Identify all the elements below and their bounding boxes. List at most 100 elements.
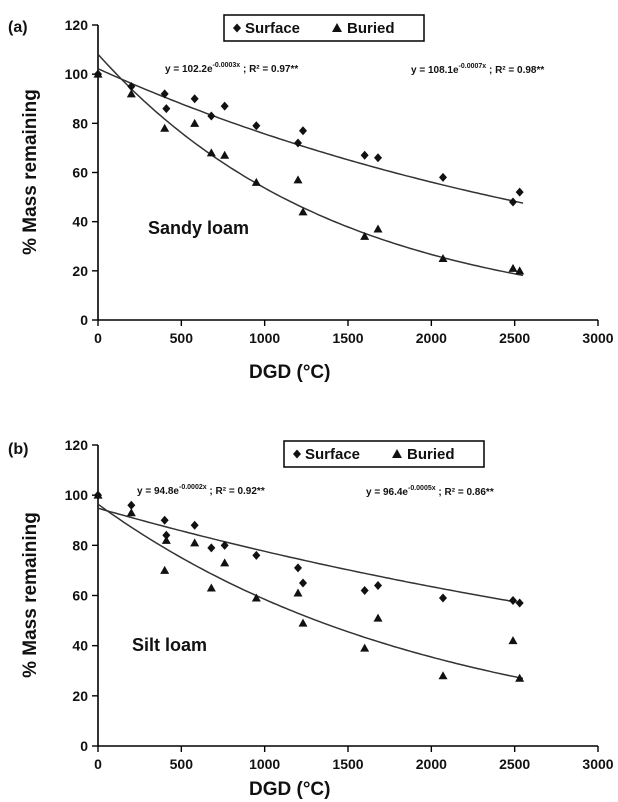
x-tick-label: 1500 [332,330,363,346]
data-point-diamond [294,563,302,573]
data-point-triangle [220,558,230,567]
data-point-diamond [190,520,199,530]
data-point-diamond [509,596,517,606]
y-tick-label: 20 [72,688,88,704]
data-point-triangle [373,613,383,622]
data-point-diamond [162,530,171,540]
y-tick-label: 40 [72,638,88,654]
x-tick-label: 1000 [249,330,280,346]
legend: Surface Buried [223,14,425,42]
data-point-diamond [160,89,169,99]
legend-label-surface: Surface [245,20,300,37]
data-point-diamond [509,197,517,207]
x-tick-label: 500 [170,330,194,346]
series-buried-points [93,490,525,682]
data-point-diamond [374,153,382,163]
legend-label-buried: Buried [347,20,395,37]
y-tick-label: 60 [72,165,88,181]
data-point-triangle [93,69,103,78]
equation-buried: y = 108.1e-0.0007x ; R² = 0.98** [411,63,544,76]
data-point-triangle [293,588,303,597]
data-point-diamond [299,578,307,588]
y-tick-label: 80 [72,115,88,131]
panel-label: (b) [8,441,28,458]
data-point-triangle [515,673,525,682]
data-point-diamond [360,585,369,595]
data-point-triangle [190,538,200,547]
data-point-diamond [220,540,229,550]
data-point-diamond [207,543,216,553]
data-point-diamond [127,81,136,91]
data-point-diamond [160,515,169,525]
legend-marker-triangle-icon [332,23,342,32]
data-point-diamond [294,138,302,148]
x-tick-label: 3000 [582,756,613,772]
legend-marker-triangle-icon [392,449,402,458]
legend-box [223,14,425,42]
legend-marker-diamond-icon [293,449,301,459]
y-tick-label: 0 [80,738,88,754]
x-tick-label: 2500 [499,756,530,772]
data-point-triangle [508,263,518,272]
y-axis-label: % Mass remaining [20,512,41,678]
panel-label: (a) [8,19,28,36]
x-tick-label: 0 [94,756,102,772]
legend-box [283,440,485,468]
legend: Surface Buried [283,440,485,468]
data-point-triangle [251,177,261,186]
soil-type-label: Sandy loam [148,218,249,238]
data-point-triangle [508,636,518,645]
data-point-triangle [160,565,170,574]
data-point-triangle [161,535,171,544]
data-point-triangle [251,593,261,602]
data-point-triangle [373,224,383,233]
data-point-diamond [252,550,261,560]
x-tick-label: 2500 [499,330,530,346]
equation-surface: y = 94.8e-0.0002x ; R² = 0.92** [137,484,265,497]
y-tick-label: 100 [65,487,89,503]
fit-curve-surface [97,507,524,604]
x-tick-label: 3000 [582,330,613,346]
data-point-triangle [298,207,308,216]
data-point-diamond [127,500,136,510]
chart-panel-b: 0 20 40 60 80 100 120 0 500 1000 1500 2000 2500 3000 D… [8,437,614,800]
y-tick-label: 0 [80,312,88,328]
data-point-diamond [374,580,382,590]
data-point-diamond [439,593,447,603]
data-point-triangle [220,150,230,159]
data-point-diamond [162,104,171,114]
legend-marker-diamond-icon [233,23,241,33]
data-point-diamond [252,121,261,131]
y-axis-label: % Mass remaining [20,89,41,255]
data-point-triangle [515,266,525,275]
fit-curve-buried [97,503,524,680]
data-point-triangle [298,618,308,627]
data-point-triangle [206,583,216,592]
x-tick-label: 2000 [416,330,447,346]
legend-label-buried: Buried [407,446,455,463]
data-point-diamond [515,598,524,608]
data-point-triangle [438,671,448,680]
data-point-triangle [293,175,303,184]
y-tick-label: 20 [72,263,88,279]
data-point-diamond [515,187,524,197]
y-tick-label: 120 [65,437,89,453]
data-point-diamond [360,150,369,160]
x-tick-label: 1000 [249,756,280,772]
y-tick-label: 120 [65,17,89,33]
data-point-triangle [126,508,136,517]
y-tick-label: 60 [72,588,88,604]
equation-surface: y = 102.2e-0.0003x ; R² = 0.97** [165,62,298,75]
data-point-diamond [220,101,229,111]
data-point-triangle [190,118,200,127]
x-axis-label: DGD (°C) [249,779,330,800]
x-tick-label: 0 [94,330,102,346]
data-point-diamond [299,126,307,136]
x-tick-label: 1500 [332,756,363,772]
y-tick-label: 80 [72,537,88,553]
data-point-triangle [360,643,370,652]
data-point-diamond [190,94,199,104]
x-tick-label: 500 [170,756,194,772]
series-buried-points [93,69,525,275]
